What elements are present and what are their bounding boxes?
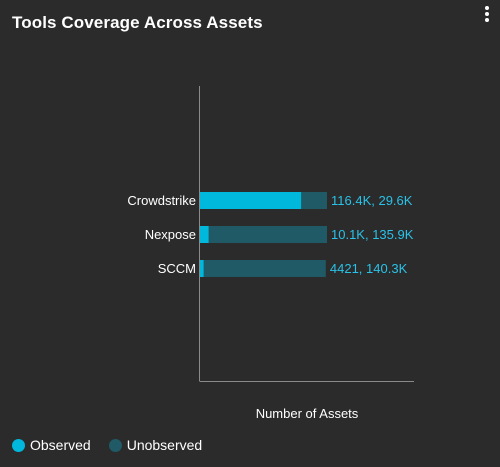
value-label-sccm: 4421, 140.3K xyxy=(330,261,408,276)
menu-dot xyxy=(485,6,489,10)
legend-label-unobserved: Unobserved xyxy=(126,437,203,453)
kebab-menu-icon[interactable] xyxy=(480,4,494,24)
bar-observed-crowdstrike[interactable] xyxy=(200,192,302,209)
category-label-sccm: SCCM xyxy=(158,261,196,276)
x-axis-title: Number of Assets xyxy=(256,406,359,421)
bar-unobserved-nexpose[interactable] xyxy=(208,226,327,243)
bar-unobserved-sccm[interactable] xyxy=(203,260,326,277)
legend-swatch-observed xyxy=(12,438,25,452)
bars-layer: Crowdstrike 116.4K, 29.6K Nexpose 10.1K, 13… xyxy=(127,192,414,277)
widget-title: Tools Coverage Across Assets xyxy=(12,13,263,32)
menu-dot xyxy=(485,18,489,22)
value-label-crowdstrike: 116.4K, 29.6K xyxy=(331,193,413,208)
bar-unobserved-crowdstrike[interactable] xyxy=(301,192,327,209)
legend-item-unobserved[interactable]: Unobserved xyxy=(108,437,203,453)
menu-dot xyxy=(485,12,489,16)
category-label-nexpose: Nexpose xyxy=(145,227,196,242)
legend-item-observed[interactable]: Observed xyxy=(12,437,91,453)
category-label-crowdstrike: Crowdstrike xyxy=(127,193,196,208)
value-label-nexpose: 10.1K, 135.9K xyxy=(331,227,414,242)
legend-label-observed: Observed xyxy=(30,437,91,453)
chart-legend: Observed Unobserved xyxy=(12,437,202,453)
bar-observed-nexpose[interactable] xyxy=(200,226,209,243)
coverage-bar-chart: Crowdstrike 116.4K, 29.6K Nexpose 10.1K, 13… xyxy=(127,86,414,421)
bar-observed-sccm[interactable] xyxy=(200,260,204,277)
legend-swatch-unobserved xyxy=(108,438,122,452)
